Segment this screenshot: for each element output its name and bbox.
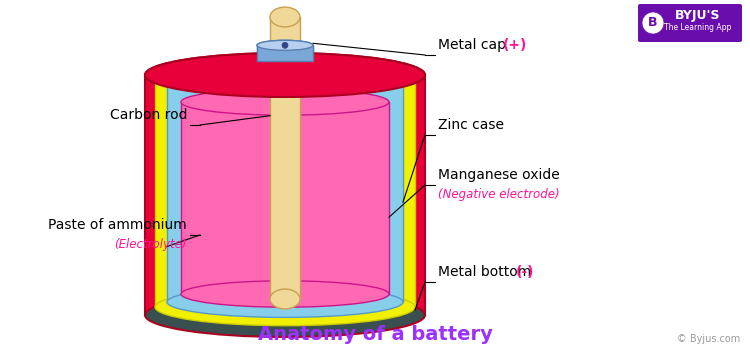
Text: B: B xyxy=(648,16,658,29)
Text: Paste of ammonium: Paste of ammonium xyxy=(48,218,187,232)
Ellipse shape xyxy=(167,65,403,96)
Bar xyxy=(181,102,389,294)
Ellipse shape xyxy=(257,56,313,66)
Bar xyxy=(257,45,313,61)
Bar xyxy=(270,17,300,299)
Ellipse shape xyxy=(181,89,389,115)
Ellipse shape xyxy=(145,53,425,97)
Ellipse shape xyxy=(270,289,300,309)
Ellipse shape xyxy=(270,7,300,27)
Ellipse shape xyxy=(155,288,415,326)
Text: (Negative electrode): (Negative electrode) xyxy=(438,188,560,201)
Ellipse shape xyxy=(167,287,403,317)
Ellipse shape xyxy=(145,293,425,337)
Circle shape xyxy=(282,42,288,48)
Text: Zinc case: Zinc case xyxy=(438,118,504,132)
Text: Anatomy of a battery: Anatomy of a battery xyxy=(257,324,493,343)
Ellipse shape xyxy=(181,281,389,307)
FancyBboxPatch shape xyxy=(638,4,742,42)
Text: Metal bottom: Metal bottom xyxy=(438,265,531,279)
Text: Metal cap: Metal cap xyxy=(438,38,506,52)
Ellipse shape xyxy=(155,56,415,94)
Ellipse shape xyxy=(145,53,425,97)
Ellipse shape xyxy=(257,40,313,50)
Text: The Learning App: The Learning App xyxy=(664,23,732,33)
Text: (Electrolyte): (Electrolyte) xyxy=(115,238,187,251)
Text: (-): (-) xyxy=(516,265,535,279)
Circle shape xyxy=(282,42,288,48)
Bar xyxy=(145,75,425,315)
Text: © Byjus.com: © Byjus.com xyxy=(676,334,740,344)
Text: (+): (+) xyxy=(503,38,527,52)
Bar xyxy=(167,80,403,302)
Bar xyxy=(257,45,313,61)
Text: Manganese oxide: Manganese oxide xyxy=(438,168,560,182)
Text: BYJU'S: BYJU'S xyxy=(675,9,721,22)
Ellipse shape xyxy=(257,40,313,50)
Bar xyxy=(155,75,415,307)
Circle shape xyxy=(642,12,664,34)
Text: Carbon rod: Carbon rod xyxy=(110,108,187,122)
